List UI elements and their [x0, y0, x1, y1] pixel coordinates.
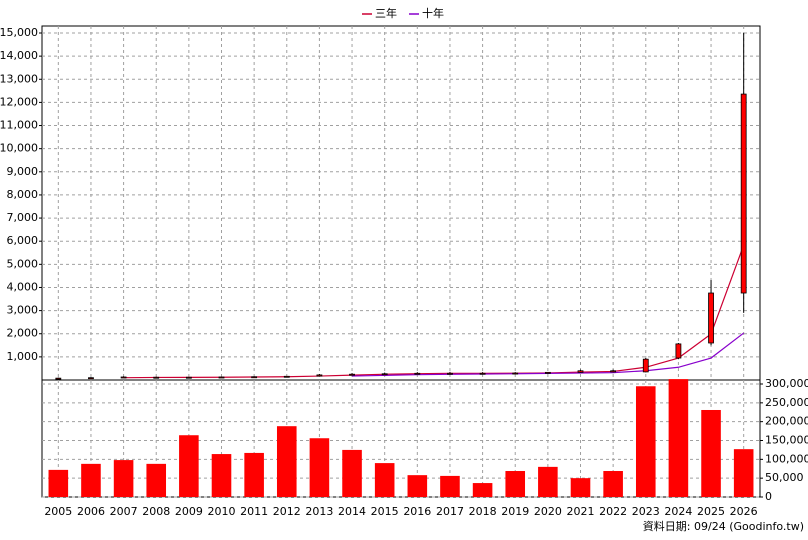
candle-body	[185, 376, 192, 379]
volume-bar	[48, 469, 69, 497]
candle-body	[251, 376, 258, 379]
x-tick-label: 2022	[599, 505, 627, 518]
y2-tick-label: 150,000	[765, 434, 808, 447]
volume-bar	[244, 452, 264, 497]
y-tick-label: 1,000	[7, 350, 39, 363]
x-tick-label: 2023	[632, 505, 660, 518]
y-tick-label: 12,000	[0, 95, 38, 108]
y-tick-label: 3,000	[7, 304, 39, 317]
y2-tick-label: 0	[765, 490, 772, 503]
volume-panel-frame	[41, 379, 761, 498]
candle-body	[153, 376, 160, 379]
volume-bar	[570, 478, 591, 497]
x-tick-label: 2015	[371, 505, 399, 518]
y-tick-label: 4,000	[7, 280, 39, 293]
y-tick-label: 9,000	[7, 165, 39, 178]
y-tick-label: 11,000	[0, 119, 38, 132]
legend-label: 十年	[422, 6, 444, 20]
volume-bar	[701, 409, 721, 497]
candle-body	[610, 370, 617, 373]
volume-bar	[440, 475, 460, 497]
y2-tick-label: 250,000	[765, 396, 808, 409]
volume-bar	[342, 449, 362, 497]
x-tick-label: 2010	[208, 505, 236, 518]
x-tick-label: 2014	[338, 505, 366, 518]
volume-bar	[146, 463, 167, 497]
candle-body	[512, 372, 519, 375]
volume-bar	[538, 466, 558, 497]
volume-bar	[374, 463, 395, 497]
y-tick-label: 15,000	[0, 26, 38, 39]
volume-bar	[668, 379, 689, 497]
volume-bar	[635, 386, 656, 497]
y-tick-label: 2,000	[7, 327, 39, 340]
y2-tick-label: 200,000	[765, 415, 808, 428]
candle-body	[283, 375, 290, 378]
candle-body	[544, 371, 551, 374]
candle-body	[479, 372, 486, 375]
footnote: 資料日期: 09/24 (Goodinfo.tw)	[643, 519, 804, 533]
candle-body	[316, 374, 323, 377]
candle-body	[447, 372, 453, 375]
volume-bar	[179, 435, 199, 497]
candle-body	[349, 373, 355, 376]
x-tick-label: 2020	[534, 505, 562, 518]
volume-bar	[733, 449, 754, 497]
y-tick-label: 14,000	[0, 49, 38, 62]
candle-body	[120, 376, 127, 379]
x-tick-label: 2005	[44, 505, 72, 518]
y-tick-label: 10,000	[0, 142, 38, 155]
x-tick-label: 2012	[273, 505, 301, 518]
volume-bar	[407, 475, 428, 497]
candle-body	[740, 93, 747, 294]
y-tick-label: 7,000	[7, 211, 39, 224]
x-tick-label: 2021	[567, 505, 595, 518]
candle-body	[218, 376, 225, 379]
ma-line	[123, 244, 745, 379]
candle-body	[55, 377, 62, 380]
candle-body	[642, 358, 649, 373]
x-tick-label: 2016	[403, 505, 431, 518]
x-tick-label: 2011	[240, 505, 268, 518]
y2-tick-label: 100,000	[765, 452, 808, 465]
volume-bar	[113, 460, 134, 497]
volume-bar	[472, 483, 493, 497]
x-tick-label: 2007	[110, 505, 138, 518]
volume-bar	[603, 471, 623, 497]
candle-body	[381, 373, 388, 376]
y-tick-label: 8,000	[7, 188, 39, 201]
legend-label: 三年	[375, 6, 397, 20]
x-tick-label: 2018	[469, 505, 497, 518]
volume-bar	[81, 463, 101, 497]
x-tick-label: 2026	[730, 505, 758, 518]
x-tick-label: 2013	[305, 505, 333, 518]
volume-bar	[211, 454, 232, 497]
candle-body	[88, 377, 94, 380]
volume-bar	[505, 471, 526, 497]
x-tick-label: 2025	[697, 505, 725, 518]
volume-bar	[276, 426, 297, 497]
x-tick-label: 2006	[77, 505, 105, 518]
x-tick-label: 2009	[175, 505, 203, 518]
y-tick-label: 5,000	[7, 257, 39, 270]
volume-bar	[309, 438, 330, 497]
x-tick-label: 2017	[436, 505, 464, 518]
y-tick-label: 6,000	[7, 234, 39, 247]
price-panel-frame	[41, 25, 761, 381]
y-tick-label: 13,000	[0, 72, 38, 85]
candle-body	[577, 370, 584, 373]
candle-body	[708, 292, 714, 344]
y2-tick-label: 50,000	[765, 471, 804, 484]
x-tick-label: 2019	[501, 505, 529, 518]
x-tick-label: 2024	[664, 505, 692, 518]
x-tick-label: 2008	[142, 505, 170, 518]
y2-tick-label: 300,000	[765, 377, 808, 390]
candle-body	[414, 372, 421, 375]
candle-body	[675, 343, 682, 359]
